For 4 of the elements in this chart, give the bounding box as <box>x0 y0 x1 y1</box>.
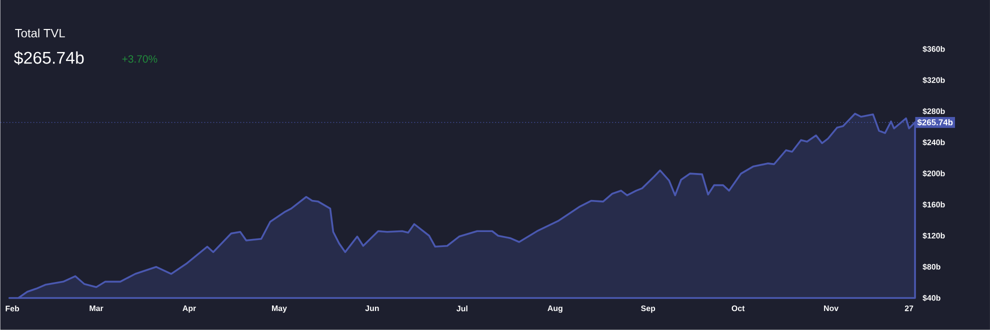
ref-line-label: $265.74b <box>917 118 953 126</box>
annotation: +3.70% <box>122 55 158 63</box>
chart-title: Total TVL <box>15 28 65 38</box>
chart-subtitle: $265.74b <box>14 51 84 65</box>
